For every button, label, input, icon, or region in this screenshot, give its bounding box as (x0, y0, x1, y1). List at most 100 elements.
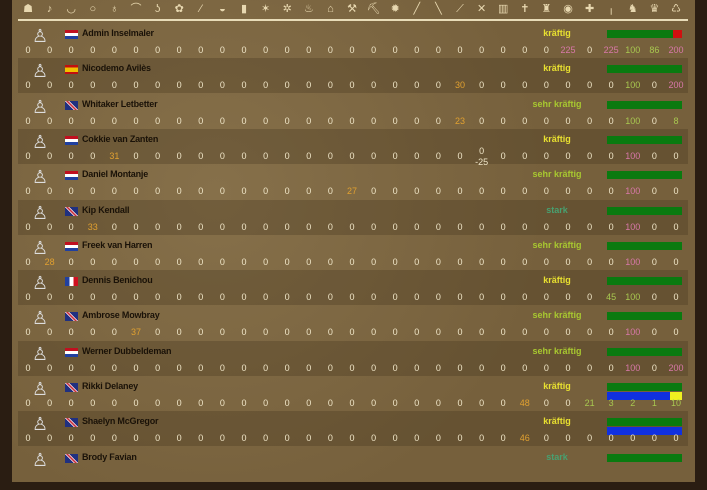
boot-icon[interactable]: ♪ (46, 3, 53, 15)
value-cell: 0 (25, 362, 31, 373)
crew-list[interactable]: ♙ Admin Inselmaler kräftig 0 0 0 0 0 0 0 0 0 0 0 0 0 0 0 0… (12, 23, 695, 482)
condition-status: stark (546, 451, 568, 462)
value-cell: 0 (306, 186, 312, 197)
crew-row[interactable]: ♙ Admin Inselmaler kräftig 0 0 0 0 0 0 0 0 0 0 0 0 0 0 0 0… (18, 23, 688, 58)
jar-icon[interactable]: ♛ (649, 3, 660, 15)
crew-row[interactable]: ♙ Dennis Benichou kräftig 0 0 0 0 0 0 0 0 0 0 0 0 0 0 0 0 0… (18, 270, 688, 306)
value-cell: 0 (219, 115, 225, 126)
value-cell: 0 (392, 80, 398, 91)
value-cell: 0 (479, 80, 485, 91)
crew-row[interactable]: ♙ Rikki Delaney kräftig 0 0 0 0 0 0 0 0 0 0 0 0 0 0 0 0 0 0 0… (18, 376, 688, 411)
gear-icon[interactable]: ✲ (282, 3, 292, 15)
herb-icon[interactable]: ⁄ (199, 3, 202, 15)
value-cell: 0 (133, 221, 139, 232)
value-cell: 0 (306, 150, 312, 161)
value-cell: 0 (435, 327, 441, 338)
bowl-icon[interactable]: ◡ (66, 3, 76, 15)
value-cell: 0 (25, 327, 31, 338)
helmet-icon[interactable]: ☗ (23, 3, 33, 15)
pouch-icon[interactable]: ♁ (110, 3, 119, 15)
house-icon[interactable]: ⌂ (327, 3, 334, 15)
club-icon[interactable]: ╲ (435, 3, 442, 15)
crew-name[interactable]: Cokkie van Zanten (82, 133, 159, 144)
crew-row[interactable]: ♙ Cokkie van Zanten kräftig 0 0 0 0 31 0 0 0 0 0 0 0 0 0… (18, 128, 688, 167)
fire-icon[interactable]: ✹ (390, 3, 400, 15)
crew-name[interactable]: Brody Favian (82, 451, 137, 462)
value-cell: 0 (457, 150, 463, 161)
condition-status: kräftig (543, 275, 571, 286)
fur-icon[interactable]: ♞ (627, 3, 638, 15)
value-cell: 2 (630, 398, 636, 408)
value-cell: 0 (651, 115, 657, 126)
sword-icon[interactable]: ⟋ (456, 3, 464, 15)
crew-row[interactable]: ♙ Daniel Montanje sehr kräftig 0 0 0 0 0 0 0 0 0 0 0 0… (18, 164, 688, 199)
value-cell: 0 (284, 150, 290, 161)
red-cross-icon[interactable]: ✚ (584, 3, 595, 15)
crew-name[interactable]: Ambrose Mowbray (82, 310, 160, 321)
ring-icon[interactable]: ○ (89, 3, 97, 15)
crew-row[interactable]: ♙ Ambrose Mowbray sehr kräftig 0 0 0 0 0 37 0 0 0 0 0… (18, 305, 688, 340)
value-cell: 0 (263, 433, 269, 444)
value-cell: 0 (47, 433, 53, 444)
crew-row[interactable]: ♙ Werner Dubbeldeman sehr kräftig 0 0 0 0 0 0 0 0 0… (18, 340, 688, 376)
crew-name[interactable]: Dennis Benichou (82, 275, 153, 286)
bow-icon[interactable]: ⌒ (130, 3, 142, 15)
shield-icon[interactable]: ▥ (497, 3, 509, 15)
value-cell: 100 (625, 80, 641, 91)
hook-icon[interactable]: ʖ (154, 3, 161, 15)
value-cell: 0 (327, 186, 333, 197)
cloth-icon[interactable]: ✿ (174, 3, 184, 15)
crew-row[interactable]: ♙ Shaelyn McGregor kräftig 0 0 0 0 0 0 0 0 0 0 0 0 0 0 0 0… (18, 411, 688, 447)
crew-name[interactable]: Rikki Delaney (82, 381, 138, 391)
value-cell: 0 (263, 327, 269, 338)
needle-icon[interactable]: ╷ (607, 3, 615, 15)
coin-icon[interactable]: ◉ (563, 3, 573, 15)
crew-row[interactable]: ♙ Whitaker Letbetter sehr kräftig 0 0 0 0 0 0 0 0 0… (18, 94, 688, 129)
crew-name[interactable]: Whitaker Letbetter (82, 98, 158, 109)
value-cell: 0 (371, 45, 377, 55)
value-cell: 0 (198, 292, 204, 303)
bread-icon[interactable]: ◒ (219, 3, 226, 15)
crew-name[interactable]: Werner Dubbeldeman (82, 345, 172, 356)
torch-icon[interactable]: ╱ (413, 3, 421, 15)
hide-icon[interactable]: ✶ (260, 3, 271, 15)
value-cell: 0 (90, 327, 96, 338)
flag-gb-icon (65, 453, 78, 463)
basket-icon[interactable]: ♺ (671, 3, 681, 15)
value-cell: 0 (414, 362, 420, 373)
value-cell: 0 (522, 150, 528, 161)
crew-name[interactable]: Kip Kendall (82, 204, 130, 215)
hammer-icon[interactable]: ⚒ (347, 3, 357, 15)
crew-row[interactable]: ♙ Brody Favian stark (18, 447, 688, 482)
value-cell: 0 (219, 398, 225, 408)
value-cell: 0 (327, 362, 333, 373)
value-cell: 0 (371, 80, 377, 91)
value-cell: 0 (371, 292, 377, 303)
value-cell: 0 (479, 115, 485, 126)
avatar: ♙ (32, 61, 49, 82)
crew-name[interactable]: Admin Inselmaler (82, 28, 154, 38)
secondary-bar (607, 392, 682, 400)
crew-name[interactable]: Freek van Harren (82, 239, 153, 250)
value-cell: 0 (608, 186, 614, 197)
crossed-swords-icon[interactable]: ✕ (476, 3, 487, 15)
barrel-icon[interactable]: ▮ (240, 3, 248, 15)
value-cell: 0 (371, 221, 377, 232)
value-cell: 48 (519, 398, 530, 408)
flag-es-icon (65, 65, 78, 75)
health-bar (607, 383, 682, 391)
crew-row[interactable]: ♙ Nicodemo Avilès kräftig 0 0 0 0 0 0 0 0 0 0 0 0 0 0 0 0 0… (18, 58, 688, 94)
crew-row[interactable]: ♙ Freek van Harren sehr kräftig 0 28 0 0 0 0 0 0 0 0… (18, 235, 688, 270)
crew-name[interactable]: Nicodemo Avilès (82, 63, 151, 74)
pickaxe-icon[interactable]: ⛏ (366, 3, 381, 15)
value-cell: 100 (625, 221, 641, 232)
crew-row[interactable]: ♙ Kip Kendall stark 0 0 0 33 0 0 0 0 0 0 0 0 0 0 0 0 0 0 0 0 0 0… (18, 199, 688, 235)
value-cell: 0 (414, 221, 420, 232)
cross-icon[interactable]: ✝ (520, 3, 530, 15)
meat-icon[interactable]: ♨ (303, 3, 314, 15)
crew-name[interactable]: Shaelyn McGregor (82, 416, 159, 427)
value-cell: 0 (133, 362, 139, 373)
value-cell: 0 (219, 45, 225, 55)
crew-name[interactable]: Daniel Montanje (82, 169, 149, 180)
potion-icon[interactable]: ♜ (541, 3, 552, 15)
